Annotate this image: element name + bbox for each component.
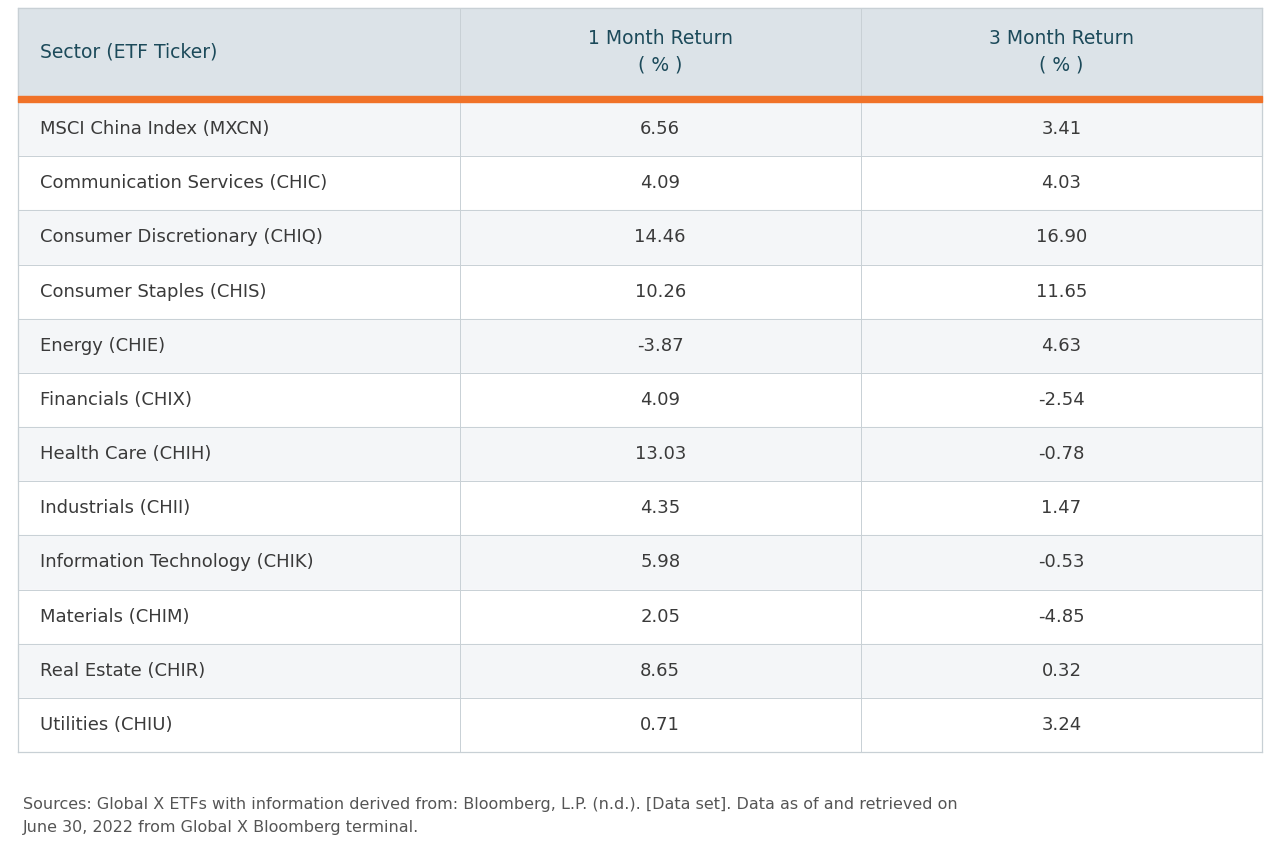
Bar bbox=[18, 102, 1262, 157]
Text: Real Estate (CHIR): Real Estate (CHIR) bbox=[40, 661, 205, 679]
Text: Materials (CHIM): Materials (CHIM) bbox=[40, 607, 189, 625]
Text: 3 Month Return
( % ): 3 Month Return ( % ) bbox=[989, 29, 1134, 75]
Text: -4.85: -4.85 bbox=[1038, 607, 1084, 625]
Bar bbox=[18, 157, 1262, 211]
Text: 3.41: 3.41 bbox=[1042, 120, 1082, 138]
Bar bbox=[18, 8, 1262, 96]
Text: 10.26: 10.26 bbox=[635, 283, 686, 301]
Text: 2.05: 2.05 bbox=[640, 607, 680, 625]
Text: 4.03: 4.03 bbox=[1042, 175, 1082, 193]
Text: 4.09: 4.09 bbox=[640, 175, 680, 193]
Text: -3.87: -3.87 bbox=[637, 337, 684, 354]
Text: 0.32: 0.32 bbox=[1042, 661, 1082, 679]
Bar bbox=[18, 427, 1262, 481]
Bar bbox=[18, 319, 1262, 373]
Text: Industrials (CHII): Industrials (CHII) bbox=[40, 500, 191, 517]
Text: Sources: Global X ETFs with information derived from: Bloomberg, L.P. (n.d.). [D: Sources: Global X ETFs with information … bbox=[23, 797, 957, 835]
Text: 4.63: 4.63 bbox=[1042, 337, 1082, 354]
Text: Information Technology (CHIK): Information Technology (CHIK) bbox=[40, 554, 314, 571]
Text: 3.24: 3.24 bbox=[1042, 716, 1082, 734]
Text: 0.71: 0.71 bbox=[640, 716, 680, 734]
Text: Consumer Staples (CHIS): Consumer Staples (CHIS) bbox=[40, 283, 266, 301]
Text: Health Care (CHIH): Health Care (CHIH) bbox=[40, 445, 211, 463]
Text: 16.90: 16.90 bbox=[1036, 229, 1087, 247]
Bar bbox=[18, 373, 1262, 427]
Bar bbox=[18, 535, 1262, 589]
Bar bbox=[18, 211, 1262, 265]
Text: Energy (CHIE): Energy (CHIE) bbox=[40, 337, 165, 354]
Text: Communication Services (CHIC): Communication Services (CHIC) bbox=[40, 175, 328, 193]
Text: 4.35: 4.35 bbox=[640, 500, 681, 517]
Text: Sector (ETF Ticker): Sector (ETF Ticker) bbox=[40, 42, 218, 62]
Bar bbox=[18, 589, 1262, 643]
Text: MSCI China Index (MXCN): MSCI China Index (MXCN) bbox=[40, 120, 269, 138]
Text: 5.98: 5.98 bbox=[640, 554, 680, 571]
Bar bbox=[18, 697, 1262, 752]
Text: 1.47: 1.47 bbox=[1042, 500, 1082, 517]
Text: 1 Month Return
( % ): 1 Month Return ( % ) bbox=[588, 29, 732, 75]
Text: Financials (CHIX): Financials (CHIX) bbox=[40, 391, 192, 408]
Text: Utilities (CHIU): Utilities (CHIU) bbox=[40, 716, 173, 734]
Bar bbox=[18, 265, 1262, 319]
Text: 13.03: 13.03 bbox=[635, 445, 686, 463]
Text: 4.09: 4.09 bbox=[640, 391, 680, 408]
Text: -0.78: -0.78 bbox=[1038, 445, 1084, 463]
Bar bbox=[18, 481, 1262, 535]
Text: 6.56: 6.56 bbox=[640, 120, 680, 138]
Bar bbox=[18, 96, 1262, 102]
Text: -2.54: -2.54 bbox=[1038, 391, 1084, 408]
Text: 14.46: 14.46 bbox=[635, 229, 686, 247]
Text: Consumer Discretionary (CHIQ): Consumer Discretionary (CHIQ) bbox=[40, 229, 323, 247]
Bar bbox=[18, 643, 1262, 697]
Text: -0.53: -0.53 bbox=[1038, 554, 1084, 571]
Text: 11.65: 11.65 bbox=[1036, 283, 1087, 301]
Text: 8.65: 8.65 bbox=[640, 661, 680, 679]
